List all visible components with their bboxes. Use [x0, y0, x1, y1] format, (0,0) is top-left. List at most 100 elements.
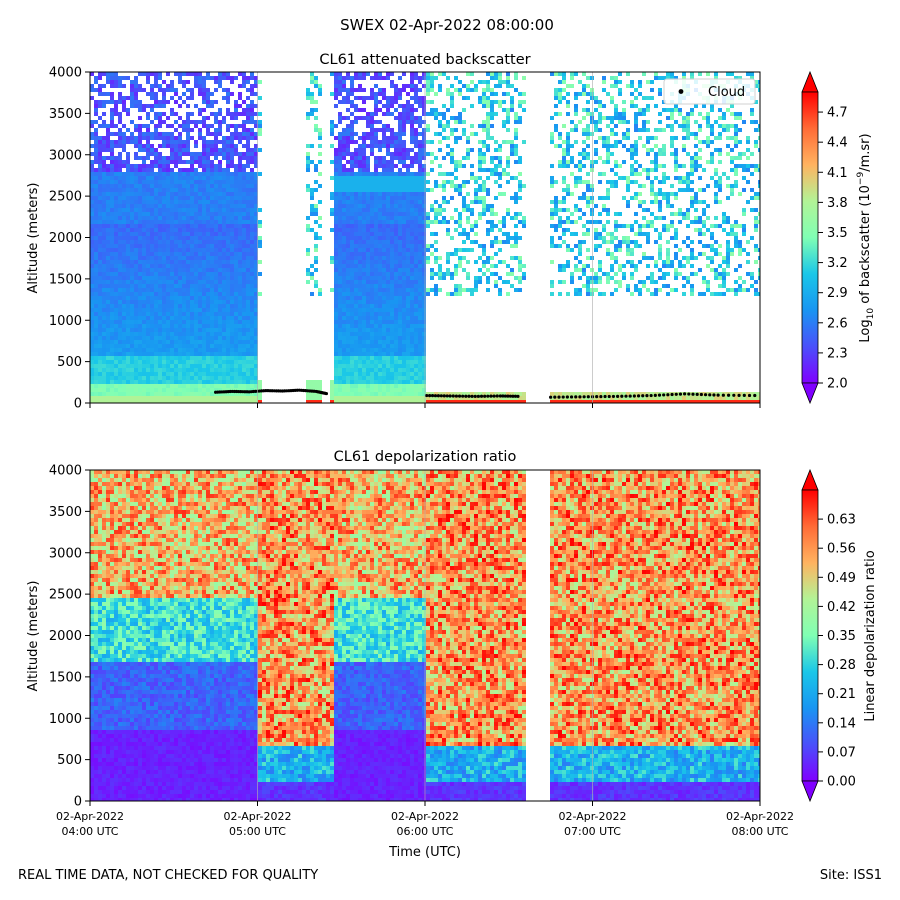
backscatter-cell — [354, 228, 358, 232]
backscatter-cell — [94, 312, 98, 316]
backscatter-cell — [334, 148, 338, 152]
backscatter-cell — [238, 296, 242, 300]
backscatter-cell — [354, 324, 358, 328]
backscatter-cell — [238, 304, 242, 308]
backscatter-cell — [378, 184, 382, 188]
backscatter-cell — [394, 264, 398, 268]
backscatter-cell — [198, 128, 202, 132]
backscatter-cell — [318, 92, 322, 96]
backscatter-cell — [122, 124, 126, 128]
backscatter-cell — [142, 172, 146, 176]
backscatter-cell — [218, 76, 222, 80]
backscatter-cell — [242, 204, 246, 208]
backscatter-cell — [198, 352, 202, 356]
backscatter-cell — [242, 76, 246, 80]
backscatter-cell — [398, 96, 402, 100]
backscatter-cell — [166, 208, 170, 212]
backscatter-cell — [158, 328, 162, 332]
backscatter-cell — [366, 256, 370, 260]
backscatter-cell — [234, 396, 238, 400]
backscatter-cell — [222, 372, 226, 376]
backscatter-cell — [162, 368, 166, 372]
backscatter-cell — [174, 72, 178, 76]
backscatter-cell — [346, 108, 350, 112]
backscatter-cell — [230, 112, 234, 116]
backscatter-cell — [162, 160, 166, 164]
backscatter-cell — [358, 72, 362, 76]
backscatter-cell — [182, 168, 186, 172]
backscatter-cell — [218, 364, 222, 368]
backscatter-cell — [106, 232, 110, 236]
backscatter-cell — [110, 176, 114, 180]
backscatter-cell — [242, 312, 246, 316]
backscatter-cell — [130, 316, 134, 320]
backscatter-cell — [350, 208, 354, 212]
backscatter-cell — [214, 264, 218, 268]
backscatter-cell — [386, 288, 390, 292]
backscatter-cell — [310, 108, 314, 112]
backscatter-cell — [254, 144, 258, 148]
backscatter-cell — [94, 268, 98, 272]
backscatter-cell — [198, 224, 202, 228]
backscatter-cell — [206, 368, 210, 372]
backscatter-cell — [338, 192, 342, 196]
backscatter-cell — [386, 72, 390, 76]
backscatter-cell — [242, 72, 246, 76]
backscatter-cell — [214, 252, 218, 256]
backscatter-cell — [190, 336, 194, 340]
backscatter-cell — [102, 92, 106, 96]
backscatter-cell — [346, 268, 350, 272]
backscatter-cell — [386, 332, 390, 336]
backscatter-cell — [218, 80, 222, 84]
backscatter-cell — [370, 276, 374, 280]
backscatter-cell — [246, 184, 250, 188]
backscatter-cell — [174, 192, 178, 196]
backscatter-cell — [366, 320, 370, 324]
backscatter-cell — [90, 168, 94, 172]
backscatter-cell — [330, 228, 334, 232]
backscatter-cell — [198, 360, 202, 364]
backscatter-cell — [122, 100, 126, 104]
backscatter-cell — [418, 100, 422, 104]
backscatter-cell — [242, 124, 246, 128]
backscatter-cell — [190, 280, 194, 284]
backscatter-cell — [154, 132, 158, 136]
backscatter-cell — [254, 200, 258, 204]
backscatter-cell — [358, 196, 362, 200]
backscatter-cell — [346, 172, 350, 176]
backscatter-cell — [422, 164, 426, 168]
backscatter-cell — [210, 152, 214, 156]
backscatter-cell — [110, 140, 114, 144]
backscatter-cell — [218, 208, 222, 212]
backscatter-cell — [338, 184, 342, 188]
backscatter-cell — [94, 392, 98, 396]
backscatter-cell — [218, 344, 222, 348]
backscatter-cell — [258, 260, 262, 264]
backscatter-cell — [226, 136, 230, 140]
backscatter-cell — [346, 360, 350, 364]
backscatter-cell — [398, 340, 402, 344]
backscatter-cell — [254, 212, 258, 216]
backscatter-cell — [190, 300, 194, 304]
backscatter-cell — [186, 220, 190, 224]
backscatter-cell — [106, 292, 110, 296]
backscatter-cell — [166, 312, 170, 316]
backscatter-cell — [354, 312, 358, 316]
backscatter-cell — [134, 184, 138, 188]
backscatter-cell — [234, 392, 238, 396]
backscatter-cell — [386, 392, 390, 396]
backscatter-cell — [110, 312, 114, 316]
backscatter-cell — [222, 148, 226, 152]
backscatter-cell — [366, 380, 370, 384]
backscatter-cell — [218, 388, 222, 392]
backscatter-cell — [234, 240, 238, 244]
backscatter-cell — [134, 144, 138, 148]
backscatter-cell — [318, 84, 322, 88]
backscatter-cell — [358, 304, 362, 308]
backscatter-cell — [146, 344, 150, 348]
backscatter-cell — [354, 388, 358, 392]
backscatter-cell — [382, 388, 386, 392]
backscatter-cell — [390, 104, 394, 108]
backscatter-cell — [206, 240, 210, 244]
backscatter-cell — [350, 224, 354, 228]
